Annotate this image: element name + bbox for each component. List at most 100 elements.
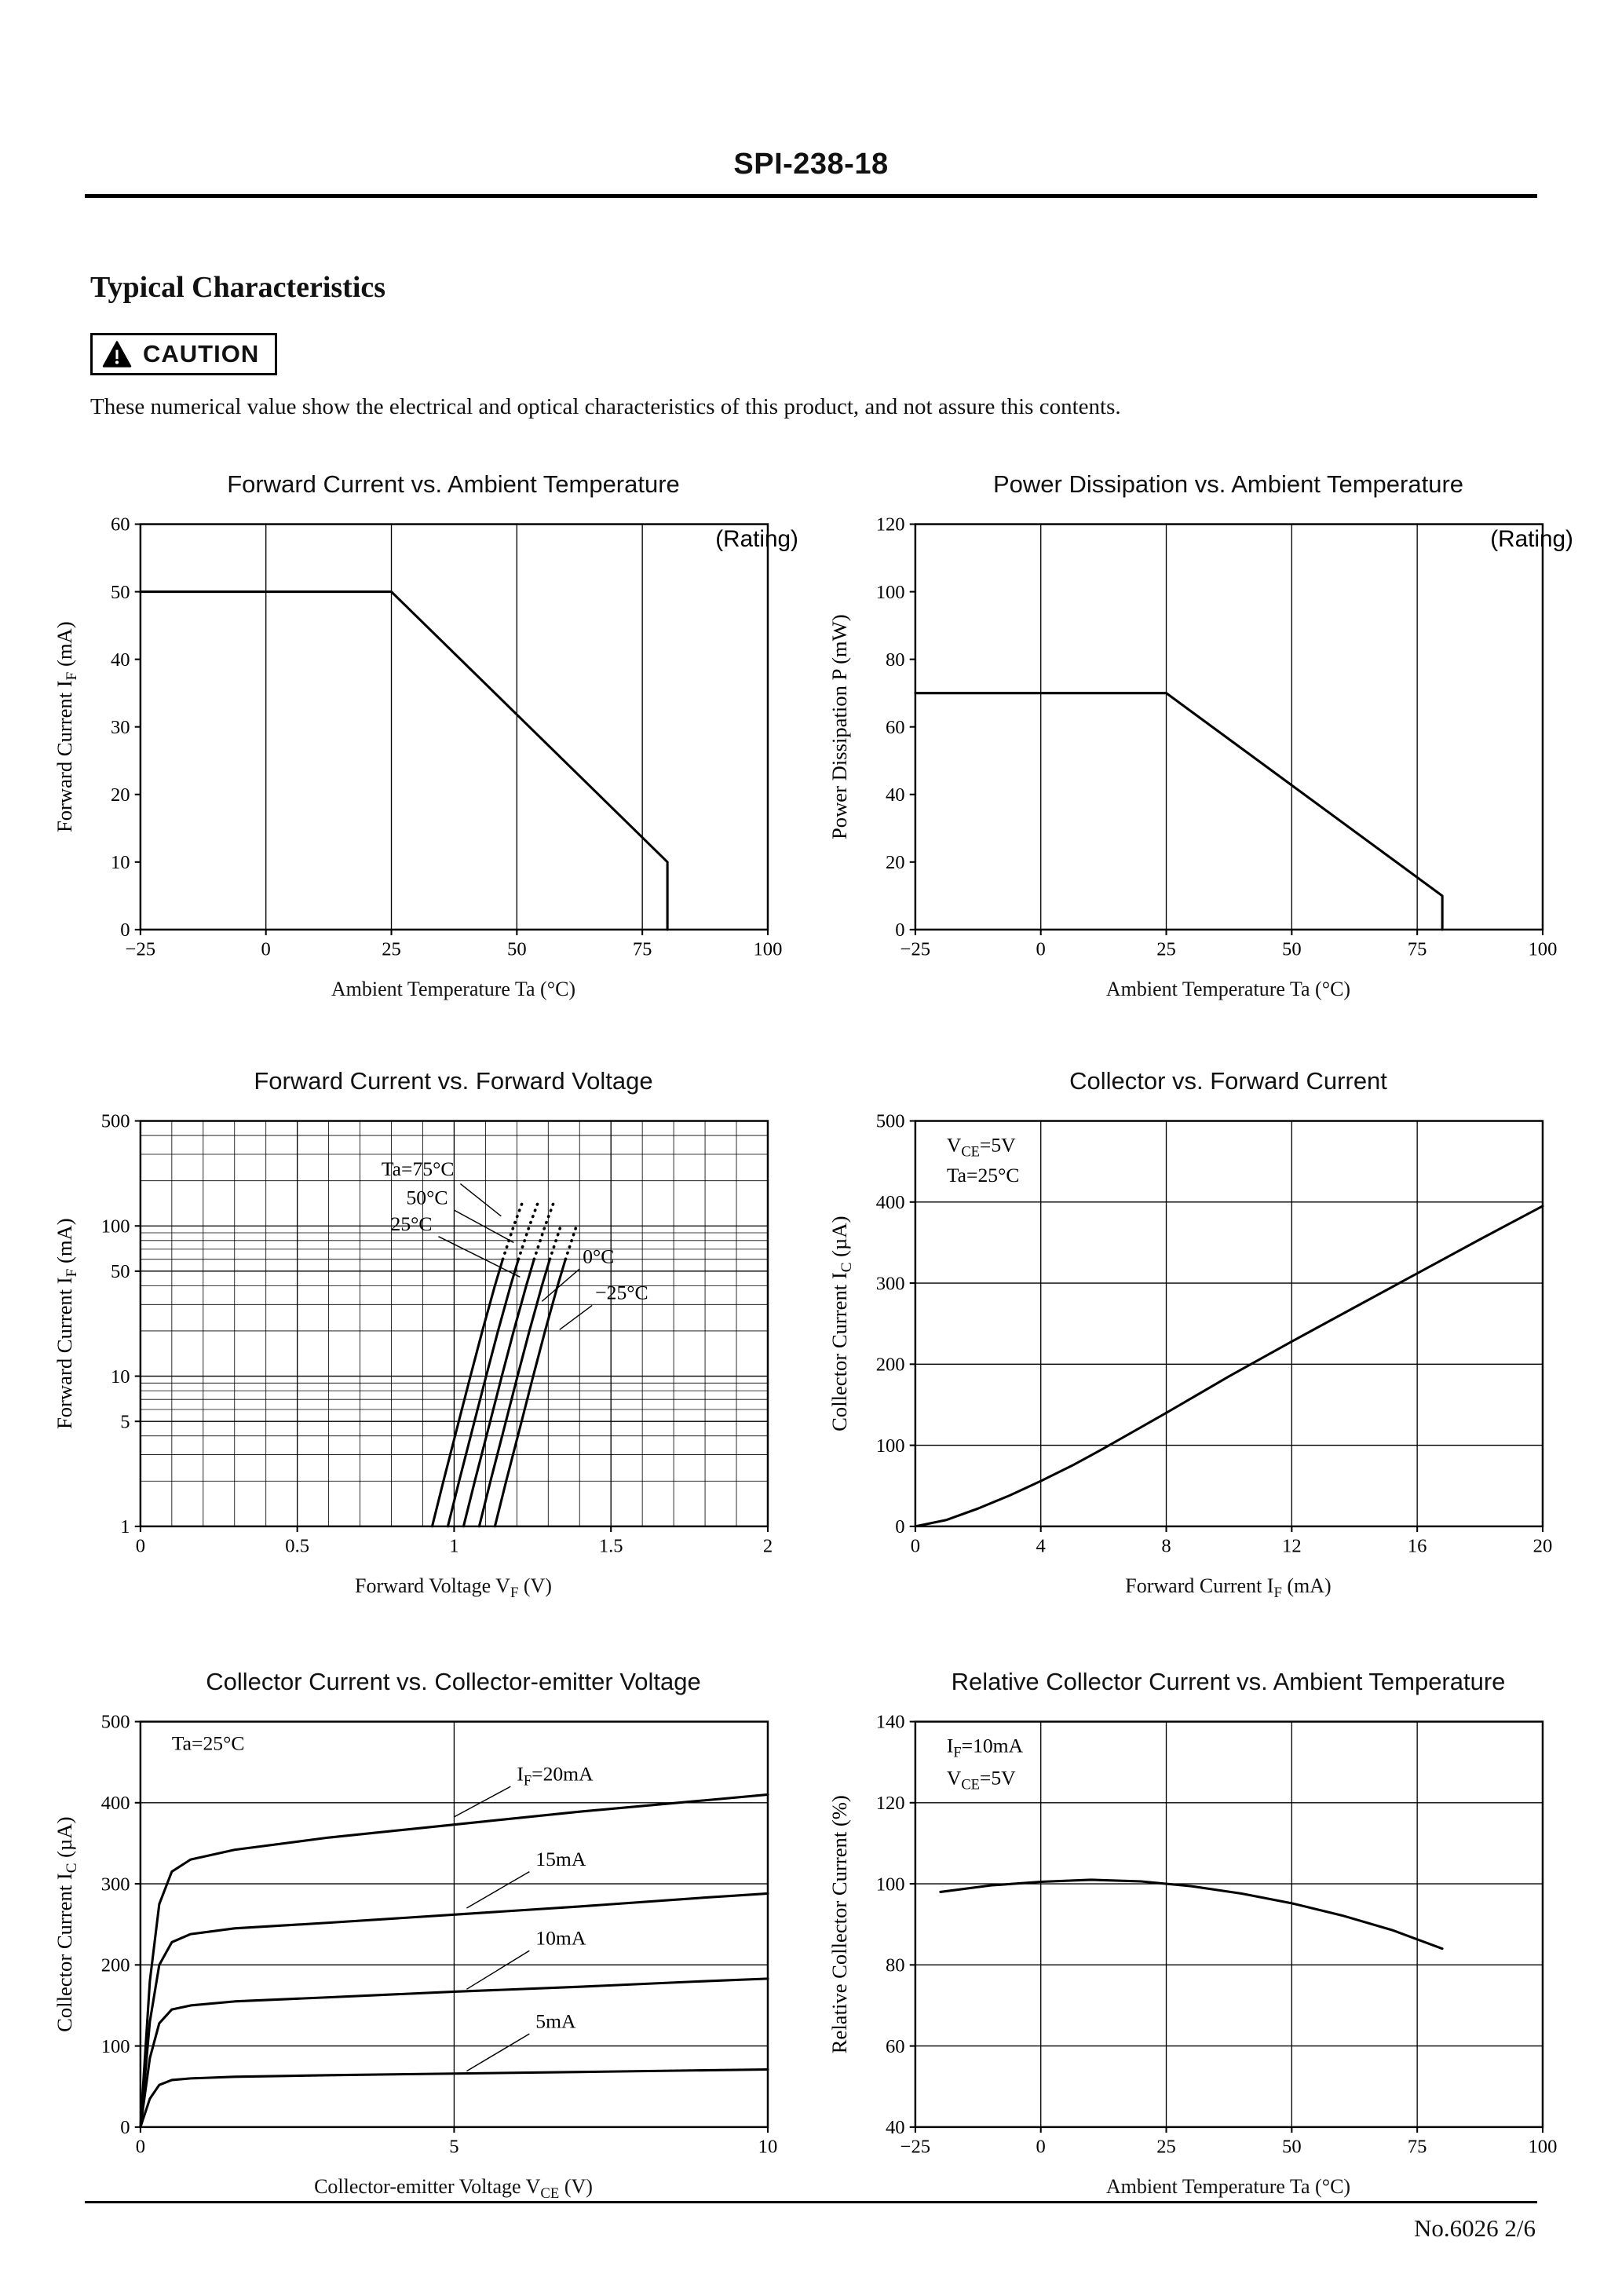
x-tick-label: 25 (1156, 939, 1176, 960)
x-tick-label: 1.5 (599, 1535, 623, 1556)
series-Ta-m25C-ext (564, 1224, 579, 1261)
y-tick-label: 80 (886, 649, 905, 671)
x-tick-label: 16 (1408, 1535, 1427, 1556)
annotation-leader (438, 1235, 521, 1278)
x-tick-label: 4 (1036, 1535, 1046, 1556)
chart-canvas: 0 4 8 12 16 200100200300400500VCE=5VTa=25°CCo… (827, 1111, 1553, 1557)
x-tick-label: 50 (507, 939, 527, 960)
series-Ta-50C (446, 1258, 520, 1528)
x-tick-label: 20 (1533, 1535, 1553, 1556)
y-tick-label: 200 (101, 1954, 130, 1976)
chart-xlabel: Ambient Temperature Ta (°C) (1105, 2174, 1351, 2198)
annotation-leader (459, 1183, 502, 1217)
y-tick-label: 140 (876, 1712, 905, 1733)
x-tick-label: 75 (1408, 2137, 1427, 2158)
x-tick-label: 1 (449, 1535, 458, 1556)
rating-note: (Rating) (1490, 526, 1573, 552)
y-tick-label: 500 (101, 1712, 130, 1733)
y-tick-label: 0 (895, 1516, 904, 1537)
y-tick-label: 10 (111, 1366, 130, 1387)
series-Ta-m25C (493, 1258, 567, 1528)
y-tick-label: 300 (101, 1874, 130, 1895)
y-tick-label: 100 (876, 1874, 905, 1895)
chart-annotation: 0°C (583, 1245, 614, 1267)
chart-xlabel: Ambient Temperature Ta (°C) (331, 977, 576, 1000)
chart-xlabel: Forward Voltage VF (V) (355, 1574, 552, 1601)
x-tick-label: 0 (911, 1535, 920, 1556)
y-tick-label: 100 (101, 2036, 130, 2057)
y-tick-label: 500 (876, 1111, 905, 1132)
chart-annotation: 15mA (535, 1848, 586, 1870)
annotation-leader (466, 1950, 530, 1990)
x-tick-label: 50 (1282, 939, 1302, 960)
caution-label: CAUTION (143, 340, 260, 367)
chart-annotation: Ta=75°C (382, 1157, 455, 1180)
rating-note: (Rating) (715, 526, 798, 552)
chart-annotation: VCE=5V (947, 1766, 1016, 1792)
chart-title: Collector vs. Forward Current (1069, 1066, 1387, 1095)
y-tick-label: 0 (120, 919, 130, 941)
chart-annotation: Ta=25°C (947, 1164, 1020, 1186)
chart-canvas: 0 5 100100200300400500Ta=25°CIF=20mA15mA10… (53, 1712, 778, 2158)
chart-xlabel: Forward Current IF (mA) (1125, 1574, 1332, 1601)
chart-annotation: Ta=25°C (172, 1732, 245, 1755)
chart-collector-vs-forward-current: Collector vs. Forward Current 0 4 8 12 16 20 0… (820, 1067, 1576, 1602)
series-Ta-25C (462, 1258, 535, 1528)
series-Ta-75C (430, 1258, 504, 1528)
y-tick-label: 50 (111, 1261, 130, 1282)
x-tick-label: 50 (1282, 2137, 1302, 2158)
x-tick-label: −25 (901, 2137, 930, 2158)
y-tick-label: 300 (876, 1273, 905, 1294)
y-axis-label: Relative Collector Current (%) (827, 1795, 851, 2053)
series-derating-line (139, 590, 669, 931)
x-tick-label: 8 (1161, 1535, 1171, 1556)
y-tick-label: 10 (111, 852, 130, 873)
series-Ta-0C-ext (548, 1224, 563, 1261)
chart-canvas: 0 0.5 1 1.5 2 1 5 10 50 100 500 Ta=75°C 50°C 25°C 0°C −… (53, 1111, 773, 1557)
chart-forward-current-vs-ambient-temp: Forward Current vs. Ambient Temperature … (46, 470, 802, 1001)
chart-title: Collector Current vs. Collector-emitter … (206, 1667, 701, 1695)
y-tick-label: 30 (111, 717, 130, 738)
x-tick-label: 0 (1036, 939, 1046, 960)
y-tick-label: 60 (886, 2036, 905, 2057)
section-title: Typical Characteristics (90, 271, 386, 304)
chart-xlabel: Ambient Temperature Ta (°C) (1105, 977, 1351, 1000)
chart-annotation: −25°C (595, 1281, 648, 1304)
y-tick-label: 20 (111, 784, 130, 806)
y-tick-label: 400 (876, 1192, 905, 1213)
annotation-leader (541, 1268, 580, 1302)
x-tick-label: 0.5 (285, 1535, 309, 1556)
y-axis-label: Forward Current IF (mA) (53, 1218, 80, 1429)
x-tick-label: 100 (1529, 2137, 1558, 2158)
series-ic-vs-if (914, 1205, 1544, 1528)
x-tick-label: 0 (136, 1535, 145, 1556)
x-tick-label: 0 (136, 2137, 145, 2158)
y-axis-label: Collector Current IC (µA) (53, 1816, 80, 2031)
y-axis-label: Forward Current IF (mA) (53, 621, 80, 832)
annotation-leader (454, 1786, 511, 1818)
series-Ta-50C-ext (517, 1197, 541, 1261)
series-IF-15mA (139, 1892, 769, 2129)
plot-border (139, 1120, 769, 1527)
plot-border (914, 1120, 1544, 1527)
y-tick-label: 80 (886, 1954, 905, 1976)
chart-title: Power Dissipation vs. Ambient Temperatur… (992, 470, 1464, 498)
x-tick-label: 100 (1529, 939, 1558, 960)
x-tick-label: 10 (758, 2137, 778, 2158)
plot-border (139, 523, 769, 931)
y-tick-label: 40 (886, 784, 905, 806)
header-rule (85, 194, 1537, 198)
y-tick-label: 120 (876, 1793, 905, 1814)
series-Ta-75C-ext (501, 1197, 525, 1261)
chart-title: Forward Current vs. Ambient Temperature (227, 470, 680, 498)
x-tick-label: 25 (382, 939, 401, 960)
y-tick-label: 100 (876, 1435, 905, 1457)
chart-canvas: −25 0 25 50 75 100 40 60 80 100 120 140 IF=10mA VCE=5… (827, 1712, 1558, 2158)
y-tick-label: 100 (876, 582, 905, 603)
series-Ta-0C (477, 1258, 551, 1528)
plot-border (914, 1720, 1544, 2128)
y-tick-label: 60 (886, 717, 905, 738)
annotation-leader (454, 1209, 514, 1243)
page-ref: No.6026 2/6 (1414, 2214, 1536, 2242)
annotation-leader (559, 1304, 593, 1330)
